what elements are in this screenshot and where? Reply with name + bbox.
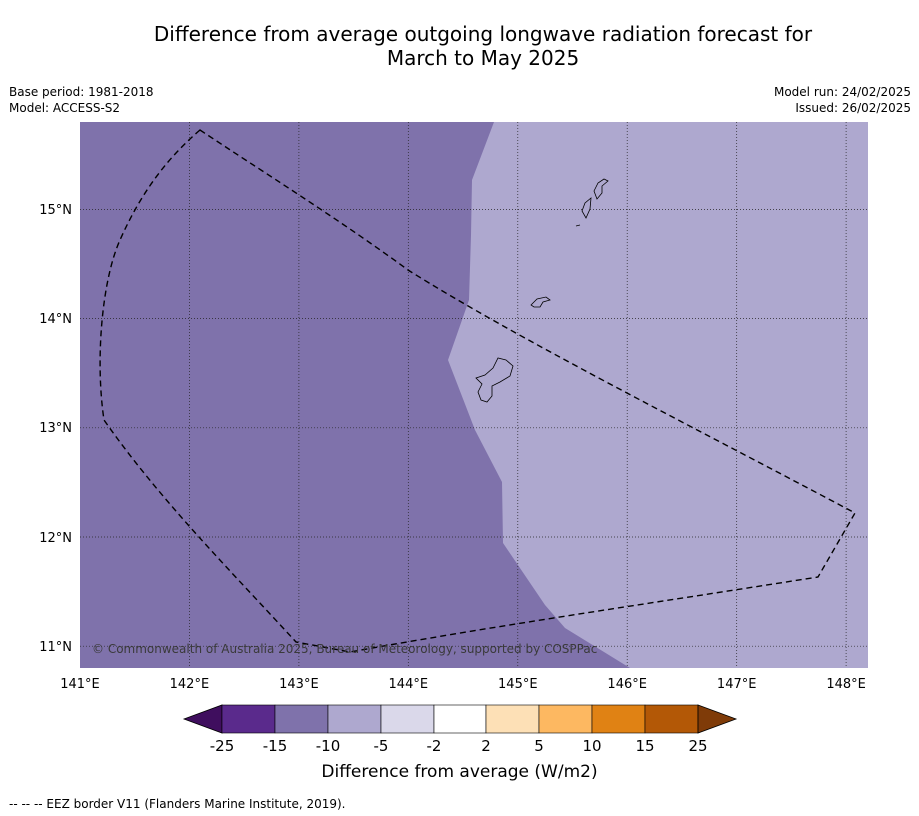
lon-axis-labels: 141°E 142°E 143°E 144°E 145°E 146°E 147°…: [60, 677, 866, 692]
lat-label: 13°N: [39, 421, 72, 436]
base-period: Base period: 1981-2018: [9, 85, 154, 99]
lon-label: 148°E: [826, 677, 866, 692]
graticule: [80, 122, 868, 668]
forecast-map: © Commonwealth of Australia 2025, Bureau…: [39, 122, 868, 692]
colorbar-tick-label: 10: [582, 737, 602, 755]
lon-label: 144°E: [389, 677, 429, 692]
model-run: Model run: 24/02/2025: [773, 85, 911, 99]
colorbar-bin: [274, 704, 329, 734]
island-tinian: [581, 197, 592, 219]
lon-label: 147°E: [717, 677, 757, 692]
island-aguijan: [575, 224, 581, 227]
colorbar: [182, 704, 738, 734]
lat-axis-labels: 11°N 12°N 13°N 14°N 15°N: [39, 203, 72, 655]
colorbar-tick-label: -15: [262, 737, 288, 755]
colorbar-tick-label: -5: [373, 737, 389, 755]
colorbar-bin: [433, 704, 487, 734]
lon-label: 141°E: [60, 677, 100, 692]
lon-label: 146°E: [607, 677, 647, 692]
island-guam: [475, 357, 514, 403]
colorbar-tick-label: 5: [534, 737, 544, 755]
eez-border: [99, 129, 856, 653]
lat-label: 14°N: [39, 312, 72, 327]
islands: [475, 178, 609, 403]
lon-label: 145°E: [498, 677, 538, 692]
lat-label: 11°N: [39, 640, 72, 655]
title-line-2: March to May 2025: [386, 46, 580, 70]
colorbar-tick-label: 15: [635, 737, 655, 755]
issued-date: Issued: 26/02/2025: [795, 101, 911, 115]
meta-left: Base period: 1981-2018 Model: ACCESS-S2: [9, 84, 154, 116]
colorbar-bin: [327, 704, 382, 734]
island-saipan: [593, 178, 609, 200]
colorbar-bin: [380, 704, 435, 734]
lat-label: 12°N: [39, 531, 72, 546]
model-name: Model: ACCESS-S2: [9, 101, 121, 115]
island-rota: [530, 296, 551, 308]
lon-label: 142°E: [170, 677, 210, 692]
colorbar-extend-low: [182, 704, 223, 734]
colorbar-bin: [538, 704, 593, 734]
map-title: Difference from average outgoing longwav…: [60, 22, 906, 70]
colorbar-tick-label: -25: [209, 737, 235, 755]
copyright-notice: © Commonwealth of Australia 2025, Bureau…: [92, 642, 597, 656]
lon-label: 143°E: [279, 677, 319, 692]
colorbar-bin: [644, 704, 699, 734]
colorbar-tick-label: 25: [688, 737, 708, 755]
colorbar-tick-label: 2: [481, 737, 491, 755]
colorbar-bin: [591, 704, 646, 734]
lat-label: 15°N: [39, 203, 72, 218]
meta-right: Model run: 24/02/2025 Issued: 26/02/2025: [774, 84, 911, 116]
colorbar-tick-label: -2: [426, 737, 442, 755]
eez-footnote: -- -- -- EEZ border V11 (Flanders Marine…: [9, 797, 346, 811]
colorbar-bin: [485, 704, 540, 734]
colorbar-tick-label: -10: [315, 737, 341, 755]
colorbar-extend-high: [697, 704, 738, 734]
colorbar-bin: [221, 704, 276, 734]
anomaly-region-east: [448, 122, 868, 668]
colorbar-title: Difference from average (W/m2): [321, 762, 598, 782]
title-line-1: Difference from average outgoing longwav…: [153, 22, 813, 46]
